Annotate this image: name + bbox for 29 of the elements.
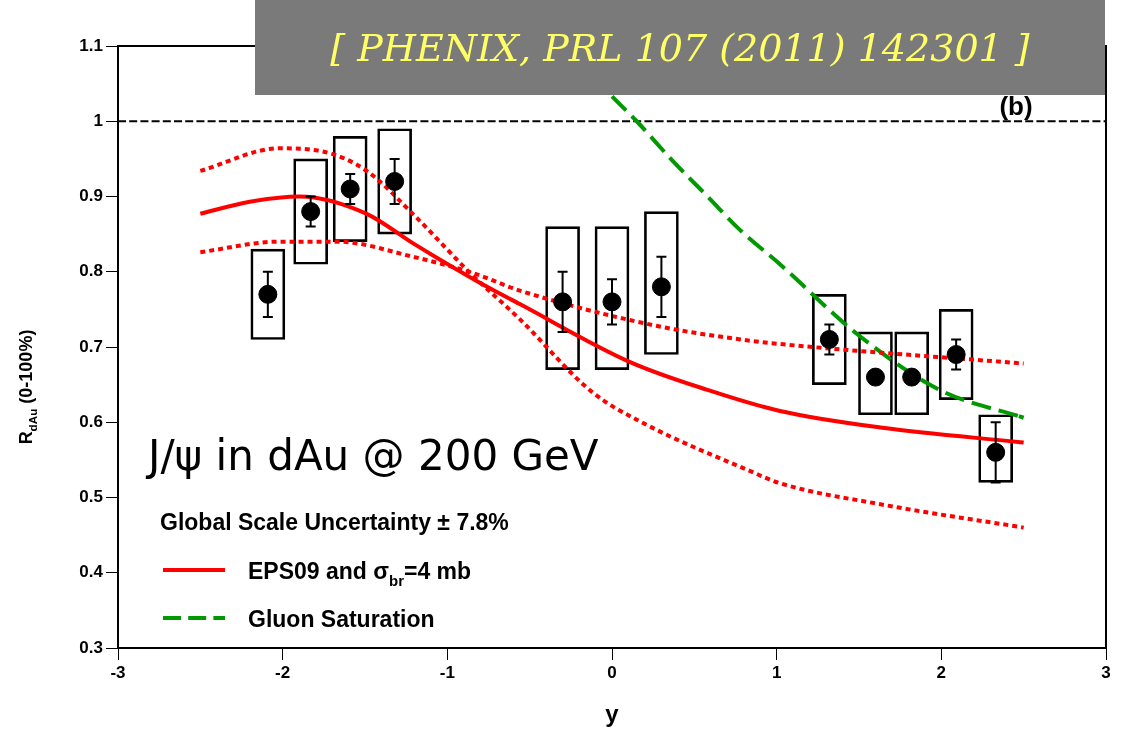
legend-label: Gluon Saturation [248, 606, 435, 632]
x-tick-label: 3 [1101, 662, 1111, 682]
x-tick-label: 2 [936, 662, 947, 682]
bar [293, 158, 328, 265]
y-tick-label: 0.9 [79, 186, 103, 206]
x-tick-label: -2 [275, 662, 291, 682]
annotation: [ PHENIX, PRL 107 (2011) 142301 ] [330, 25, 1030, 70]
y-tick-label: 0.4 [79, 562, 104, 582]
annotation: J/ψ in dAu @ 200 GeV [145, 431, 599, 480]
x-tick-label: 0 [607, 662, 617, 682]
y-tick-label: 0.3 [79, 637, 103, 657]
bar [938, 309, 974, 401]
annotation: (b) [999, 91, 1033, 122]
bar [644, 211, 679, 355]
annotation: Global Scale Uncertainty ± 7.8% [160, 509, 509, 535]
x-tick-label: 1 [771, 662, 782, 682]
point [902, 367, 922, 387]
x-tick-label: -3 [110, 662, 126, 682]
y-tick-label: 0.7 [79, 336, 103, 356]
y-tick-label: 0.8 [79, 261, 103, 281]
x-axis-title: y [605, 700, 620, 728]
point [865, 367, 885, 387]
x-tick-label: -1 [439, 662, 455, 682]
y-tick-label: 0.6 [79, 411, 103, 431]
bar [250, 248, 286, 340]
y-tick-label: 1 [93, 110, 103, 130]
y-axis-title: RdAu (0-100%) [16, 329, 40, 445]
y-tick-label: 1.1 [79, 35, 103, 55]
y-tick-label: 0.5 [79, 487, 103, 507]
